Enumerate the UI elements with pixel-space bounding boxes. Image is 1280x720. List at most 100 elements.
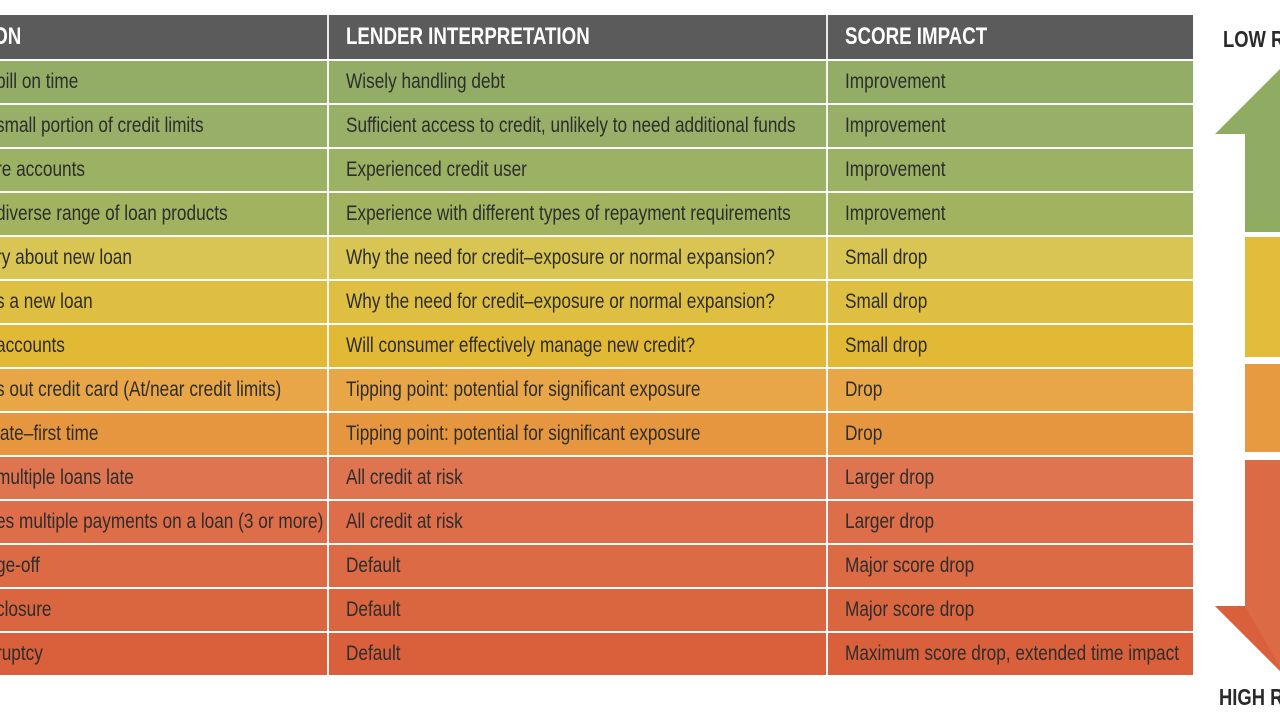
action-cell: bill on time: [0, 61, 329, 103]
arrow-up-icon: [1215, 69, 1280, 232]
table-row: es multiple payments on a loan (3 or mor…: [0, 499, 1193, 543]
action-cell: s out credit card (At/near credit limits…: [0, 369, 329, 411]
table-row: ry about new loan Why the need for credit…: [0, 235, 1193, 279]
table-row: re accounts Experienced credit user Improv…: [0, 147, 1193, 191]
interpretation-cell: Will consumer effectively manage new cre…: [329, 325, 828, 367]
impact-text: Improvement: [845, 114, 946, 137]
interpretation-text: Sufficient access to credit, unlikely to…: [346, 114, 796, 137]
action-cell: ruptcy: [0, 633, 329, 675]
impact-text: Improvement: [845, 70, 946, 93]
impact-text: Small drop: [845, 246, 928, 269]
interpretation-text: Why the need for credit–exposure or norm…: [346, 246, 775, 269]
action-cell: closure: [0, 589, 329, 631]
risk-band-elevated: [1245, 364, 1280, 452]
action-cell: s a new loan: [0, 281, 329, 323]
interpretation-cell: Experienced credit user: [329, 149, 828, 191]
impact-cell: Major score drop: [828, 589, 1193, 631]
table-row: small portion of credit limits Sufficient…: [0, 103, 1193, 147]
risk-band-medium: [1245, 237, 1280, 357]
impact-cell: Maximum score drop, extended time impact: [828, 633, 1193, 675]
action-cell: ry about new loan: [0, 237, 329, 279]
action-text: multiple loans late: [0, 466, 134, 489]
header-interpretation-cell: LENDER INTERPRETATION: [329, 15, 828, 59]
action-cell: multiple loans late: [0, 457, 329, 499]
impact-cell: Improvement: [828, 149, 1193, 191]
table-row: bill on time Wisely handling debt Improvem…: [0, 59, 1193, 103]
interpretation-cell: Wisely handling debt: [329, 61, 828, 103]
impact-cell: Small drop: [828, 237, 1193, 279]
impact-text: Larger drop: [845, 466, 935, 489]
interpretation-cell: Why the need for credit–exposure or norm…: [329, 281, 828, 323]
action-text: ruptcy: [0, 642, 43, 665]
interpretation-text: All credit at risk: [346, 466, 463, 489]
impact-cell: Larger drop: [828, 501, 1193, 543]
impact-cell: Major score drop: [828, 545, 1193, 587]
action-cell: re accounts: [0, 149, 329, 191]
action-cell: late–first time: [0, 413, 329, 455]
interpretation-cell: All credit at risk: [329, 457, 828, 499]
action-text: ge-off: [0, 554, 40, 577]
interpretation-cell: All credit at risk: [329, 501, 828, 543]
table-body: bill on time Wisely handling debt Improvem…: [0, 59, 1193, 675]
header-interpretation: LENDER INTERPRETATION: [346, 23, 590, 50]
header-impact: SCORE IMPACT: [845, 23, 988, 50]
impact-text: Small drop: [845, 334, 928, 357]
interpretation-cell: Why the need for credit–exposure or norm…: [329, 237, 828, 279]
interpretation-text: Default: [346, 598, 401, 621]
table-row: ge-off Default Major score drop: [0, 543, 1193, 587]
table-row: s a new loan Why the need for credit–expo…: [0, 279, 1193, 323]
interpretation-text: Tipping point: potential for significant…: [346, 422, 701, 445]
interpretation-text: Default: [346, 554, 401, 577]
action-cell: es multiple payments on a loan (3 or mor…: [0, 501, 329, 543]
impact-cell: Improvement: [828, 61, 1193, 103]
action-text: es multiple payments on a loan (3 or mor…: [0, 510, 324, 533]
impact-cell: Small drop: [828, 281, 1193, 323]
arrow-down-icon: [1215, 460, 1280, 671]
impact-cell: Drop: [828, 413, 1193, 455]
header-action: ION: [0, 23, 22, 50]
action-text: ry about new loan: [0, 246, 132, 269]
interpretation-cell: Experience with different types of repay…: [329, 193, 828, 235]
interpretation-text: Experienced credit user: [346, 158, 527, 181]
interpretation-cell: Sufficient access to credit, unlikely to…: [329, 105, 828, 147]
action-text: diverse range of loan products: [0, 202, 228, 225]
action-text: accounts: [0, 334, 65, 357]
action-text: s out credit card (At/near credit limits…: [0, 378, 282, 401]
action-text: late–first time: [0, 422, 99, 445]
interpretation-text: All credit at risk: [346, 510, 463, 533]
table-row: diverse range of loan products Experience…: [0, 191, 1193, 235]
action-cell: small portion of credit limits: [0, 105, 329, 147]
action-text: small portion of credit limits: [0, 114, 204, 137]
interpretation-cell: Tipping point: potential for significant…: [329, 413, 828, 455]
interpretation-cell: Default: [329, 545, 828, 587]
table-row: multiple loans late All credit at risk Lar…: [0, 455, 1193, 499]
impact-text: Improvement: [845, 202, 946, 225]
table-header: ION LENDER INTERPRETATION SCORE IMPACT: [0, 15, 1193, 59]
impact-cell: Small drop: [828, 325, 1193, 367]
credit-impact-table: ION LENDER INTERPRETATION SCORE IMPACT b…: [0, 15, 1193, 675]
impact-text: Drop: [845, 378, 883, 401]
interpretation-text: Default: [346, 642, 401, 665]
interpretation-text: Why the need for credit–exposure or norm…: [346, 290, 775, 313]
header-impact-cell: SCORE IMPACT: [828, 15, 1193, 59]
interpretation-cell: Tipping point: potential for significant…: [329, 369, 828, 411]
interpretation-text: Will consumer effectively manage new cre…: [346, 334, 696, 357]
table-row: closure Default Major score drop: [0, 587, 1193, 631]
impact-text: Improvement: [845, 158, 946, 181]
impact-cell: Improvement: [828, 193, 1193, 235]
interpretation-text: Tipping point: potential for significant…: [346, 378, 701, 401]
table-row: ruptcy Default Maximum score drop, extende…: [0, 631, 1193, 675]
impact-cell: Drop: [828, 369, 1193, 411]
action-text: bill on time: [0, 70, 79, 93]
impact-text: Small drop: [845, 290, 928, 313]
action-cell: accounts: [0, 325, 329, 367]
table-row: accounts Will consumer effectively manage…: [0, 323, 1193, 367]
impact-text: Major score drop: [845, 554, 975, 577]
action-text: re accounts: [0, 158, 86, 181]
action-cell: diverse range of loan products: [0, 193, 329, 235]
interpretation-text: Wisely handling debt: [346, 70, 505, 93]
risk-scale-arrow: [1215, 69, 1280, 671]
action-text: s a new loan: [0, 290, 93, 313]
table-row: late–first time Tipping point: potential …: [0, 411, 1193, 455]
interpretation-text: Experience with different types of repay…: [346, 202, 791, 225]
